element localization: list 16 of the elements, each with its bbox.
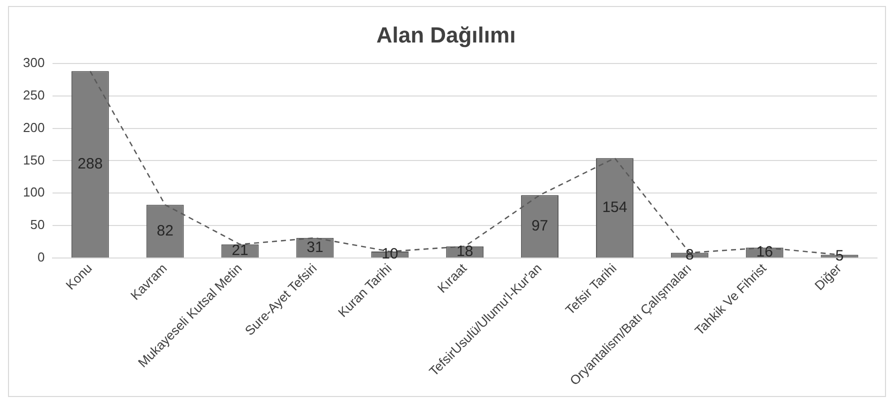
data-label: 16 [756,244,773,261]
data-label: 31 [306,238,324,256]
chart-title: Alan Dağılımı [376,22,516,48]
data-label: 97 [531,217,548,234]
data-label: 288 [78,155,103,172]
data-label: 18 [456,243,474,260]
y-tick-label: 200 [22,120,45,135]
data-label: 21 [232,242,248,260]
y-tick-label: 250 [22,87,45,102]
y-tick-label: 300 [22,54,45,70]
data-label: 82 [156,222,174,240]
data-label: 154 [602,198,628,216]
y-tick-label: 50 [30,217,45,232]
y-tick-label: 100 [22,184,45,200]
y-tick-label: 150 [22,152,45,168]
y-tick-label: 0 [37,250,45,265]
